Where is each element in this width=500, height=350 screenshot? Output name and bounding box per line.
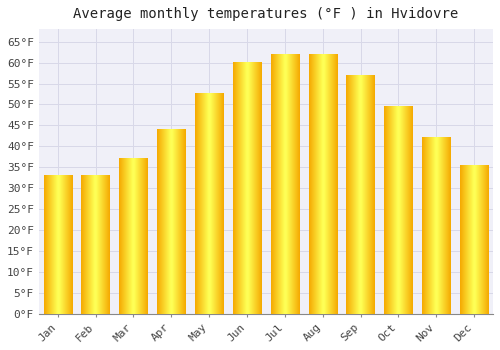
Bar bbox=[346, 75, 375, 314]
Bar bbox=[308, 54, 337, 314]
Bar bbox=[233, 63, 261, 314]
Bar bbox=[119, 159, 148, 314]
Bar bbox=[82, 176, 110, 314]
Bar bbox=[422, 138, 450, 314]
Title: Average monthly temperatures (°F ) in Hvidovre: Average monthly temperatures (°F ) in Hv… bbox=[74, 7, 458, 21]
Bar bbox=[157, 130, 186, 314]
Bar bbox=[384, 107, 412, 314]
Bar bbox=[460, 165, 488, 314]
Bar bbox=[270, 54, 299, 314]
Bar bbox=[44, 176, 72, 314]
Bar bbox=[195, 94, 224, 314]
